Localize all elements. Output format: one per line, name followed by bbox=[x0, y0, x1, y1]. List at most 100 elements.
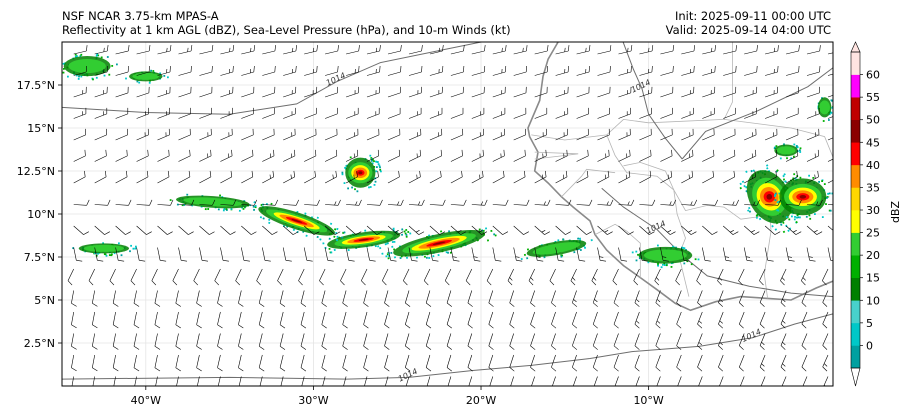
reflectivity-pixel bbox=[808, 214, 811, 217]
wind-barb bbox=[425, 354, 432, 372]
barb-staff bbox=[555, 71, 569, 76]
barb-flag bbox=[176, 389, 181, 392]
barb-flag bbox=[452, 256, 457, 258]
barb-flag bbox=[735, 199, 739, 206]
barb-flag bbox=[604, 174, 606, 179]
wind-barb bbox=[780, 290, 787, 307]
barb-staff bbox=[576, 247, 580, 261]
barb-flag bbox=[113, 389, 118, 392]
wind-barb bbox=[304, 65, 318, 76]
wind-barb bbox=[217, 354, 223, 372]
wind-barb bbox=[112, 333, 119, 350]
barb-flag bbox=[334, 231, 341, 235]
barb-staff bbox=[429, 155, 442, 162]
reflectivity-pixel bbox=[336, 235, 339, 238]
barb-staff bbox=[220, 134, 233, 141]
barb-flag bbox=[415, 230, 420, 233]
reflectivity-pixel bbox=[260, 203, 263, 207]
barb-staff bbox=[88, 268, 95, 281]
wind-barb bbox=[258, 311, 265, 329]
reflectivity-pixel bbox=[752, 169, 755, 172]
wind-barb bbox=[259, 376, 264, 392]
barb-flag bbox=[572, 324, 578, 329]
barb-flag bbox=[780, 323, 786, 329]
wind-barb bbox=[178, 107, 191, 119]
wind-barb bbox=[450, 247, 460, 262]
wind-barb bbox=[572, 311, 578, 329]
barb-staff bbox=[597, 247, 601, 261]
barb-staff bbox=[92, 333, 95, 347]
wind-barb bbox=[618, 247, 628, 262]
reflectivity-pixel bbox=[63, 68, 65, 70]
wind-barb bbox=[738, 268, 745, 286]
barb-flag bbox=[634, 345, 640, 350]
wind-barb bbox=[765, 86, 778, 98]
barb-staff bbox=[384, 333, 389, 347]
wind-barb bbox=[702, 86, 716, 98]
wind-barb bbox=[634, 311, 640, 329]
wind-barb bbox=[576, 225, 592, 235]
wind-barb bbox=[325, 65, 339, 76]
wind-barb bbox=[279, 311, 286, 329]
barb-flag bbox=[92, 346, 98, 350]
barb-staff bbox=[822, 354, 829, 368]
barb-staff bbox=[92, 290, 95, 304]
barb-flag bbox=[593, 345, 598, 350]
wind-barb bbox=[196, 290, 202, 307]
barb-flag bbox=[776, 149, 778, 156]
wind-barb bbox=[133, 311, 140, 329]
colorbar-tick-label: 10 bbox=[866, 294, 880, 307]
wind-barb bbox=[702, 170, 714, 184]
reflectivity-pixel bbox=[401, 233, 404, 236]
wind-barb bbox=[115, 45, 130, 55]
barb-staff bbox=[639, 134, 652, 141]
reflectivity-pixel bbox=[686, 260, 689, 263]
barb-staff bbox=[702, 134, 715, 141]
barb-flag bbox=[259, 389, 264, 392]
reflectivity-pixel bbox=[795, 216, 798, 219]
isobar-contour bbox=[681, 67, 833, 160]
wind-barb bbox=[592, 311, 598, 329]
barb-flag bbox=[279, 345, 286, 350]
barb-staff bbox=[322, 376, 326, 386]
barb-flag bbox=[822, 302, 828, 307]
barb-flag bbox=[505, 199, 509, 206]
barb-flag bbox=[71, 367, 77, 372]
reflectivity-pixel bbox=[386, 242, 389, 245]
wind-barb bbox=[781, 376, 787, 386]
reflectivity-pixel bbox=[336, 227, 339, 231]
barb-staff bbox=[157, 113, 170, 119]
barb-staff bbox=[408, 113, 422, 119]
wind-barb bbox=[366, 45, 381, 55]
wind-barb bbox=[764, 225, 781, 235]
wind-barb bbox=[759, 354, 766, 372]
reflectivity-pixel bbox=[635, 250, 638, 253]
wind-barb bbox=[806, 199, 823, 206]
barb-flag bbox=[593, 324, 598, 329]
barb-flag bbox=[253, 45, 256, 52]
wind-barb bbox=[387, 45, 402, 55]
reflectivity-pixel bbox=[638, 257, 641, 260]
barb-flag bbox=[104, 231, 110, 235]
barb-staff bbox=[681, 50, 695, 55]
wind-barb bbox=[405, 376, 410, 386]
barb-staff bbox=[429, 50, 443, 55]
reflectivity-pixel bbox=[437, 254, 440, 257]
wind-barb bbox=[241, 170, 254, 184]
barb-flag bbox=[314, 170, 316, 177]
wind-barb bbox=[136, 170, 149, 184]
wind-barb bbox=[94, 45, 109, 55]
barb-flag bbox=[337, 65, 339, 73]
barb-flag bbox=[655, 366, 661, 372]
barb-flag bbox=[418, 201, 421, 206]
barb-staff bbox=[220, 247, 224, 261]
barb-flag bbox=[777, 199, 781, 206]
reflectivity-pixel bbox=[341, 236, 344, 239]
wind-barb bbox=[513, 128, 526, 141]
barb-flag bbox=[416, 174, 418, 179]
reflectivity-pixel bbox=[793, 143, 796, 146]
reflectivity-pixel bbox=[223, 207, 226, 210]
wind-barb bbox=[280, 376, 284, 386]
reflectivity-pixel bbox=[354, 188, 356, 191]
